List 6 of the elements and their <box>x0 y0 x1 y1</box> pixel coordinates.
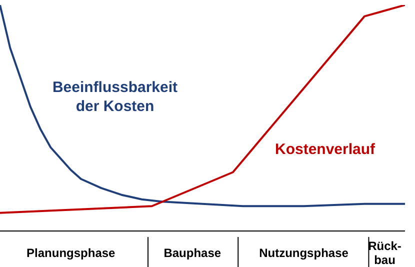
x-tick-label: Rück-bau <box>368 239 402 267</box>
x-tick-label: Nutzungsphase <box>259 246 349 260</box>
x-tick-label: Bauphase <box>164 246 222 260</box>
x-tick-label: Planungsphase <box>26 246 116 260</box>
series-label: Kostenverlauf <box>274 140 376 159</box>
series-label: Beeinflussbarkeit der Kosten <box>51 78 179 116</box>
